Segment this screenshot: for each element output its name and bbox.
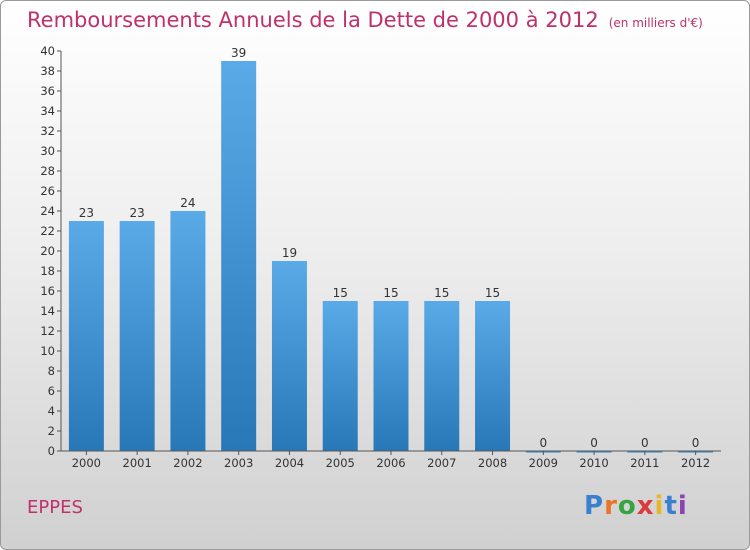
y-tick-label-22: 22 [40,224,55,238]
y-tick-label-20: 20 [40,244,55,258]
x-tick-label-2004: 2004 [275,456,304,470]
x-tick-label-2001: 2001 [123,456,152,470]
x-tick-label-2009: 2009 [529,456,558,470]
bar-2003 [221,61,257,451]
bar-2005 [322,301,358,451]
bars-layer: 23 23 24 39 19 15 15 15 15 0 0 0 0 [68,46,714,453]
bar-2008 [475,301,511,451]
y-tick-label-10: 10 [40,344,55,358]
data-label-2009: 0 [539,436,547,450]
title-text: Remboursements Annuels de la Dette de 20… [27,8,599,32]
y-tick-label-2: 2 [48,424,55,438]
y-tick-label-0: 0 [48,444,55,458]
x-tick-label-2010: 2010 [579,456,608,470]
proxiti-logo: Proxiti [584,491,688,521]
x-tick-label-2005: 2005 [326,456,355,470]
logo-letter: i [654,491,665,521]
y-tick-label-24: 24 [40,204,55,218]
y-tick-label-40: 40 [40,44,55,58]
y-tick-label-16: 16 [40,284,55,298]
data-label-2003: 39 [231,46,246,60]
x-tick-label-2008: 2008 [478,456,507,470]
y-tick-label-12: 12 [40,324,55,338]
axes: 2000 2001 2002 2003 2004 2005 2006 2007 2008 2009… [40,44,721,470]
bar-2001 [119,221,155,451]
logo-letter: r [604,491,618,521]
logo-letter: i [677,491,688,521]
y-tick-label-36: 36 [40,84,55,98]
data-label-2002: 24 [180,196,195,210]
x-tick-label-2006: 2006 [376,456,405,470]
bar-2006 [373,301,409,451]
y-tick-label-28: 28 [40,164,55,178]
logo-letter: P [584,491,605,521]
x-tick-label-2003: 2003 [224,456,253,470]
data-label-2010: 0 [590,436,598,450]
data-label-2007: 15 [434,286,449,300]
data-label-2011: 0 [641,436,649,450]
y-tick-label-4: 4 [48,404,55,418]
x-tick-label-2000: 2000 [72,456,101,470]
bar-2000 [68,221,104,451]
data-label-2001: 23 [130,206,145,220]
x-tick-label-2002: 2002 [173,456,202,470]
bar-2002 [170,211,206,451]
logo-letter: o [617,491,637,521]
data-label-2008: 15 [485,286,500,300]
data-label-2012: 0 [692,436,700,450]
y-tick-label-8: 8 [48,364,55,378]
y-tick-label-34: 34 [40,104,55,118]
x-tick-label-2011: 2011 [630,456,659,470]
logo-letter: t [664,491,678,521]
y-tick-label-32: 32 [40,124,55,138]
data-label-2000: 23 [79,206,94,220]
bar-2007 [424,301,460,451]
y-tick-label-18: 18 [40,264,55,278]
y-tick-label-30: 30 [40,144,55,158]
y-tick-label-14: 14 [40,304,55,318]
data-label-2006: 15 [383,286,398,300]
unit-label: (en milliers d'€) [608,16,703,30]
y-tick-label-38: 38 [40,64,55,78]
x-tick-label-2012: 2012 [681,456,710,470]
bar-2004 [271,261,307,451]
x-tick-label-2007: 2007 [427,456,456,470]
chart-title: Remboursements Annuels de la Dette de 20… [27,8,703,32]
data-label-2005: 15 [333,286,348,300]
commune-name: EPPES [27,497,83,518]
y-tick-label-26: 26 [40,184,55,198]
logo-letter: x [636,491,655,521]
y-tick-label-6: 6 [48,384,55,398]
data-label-2004: 19 [282,246,297,260]
